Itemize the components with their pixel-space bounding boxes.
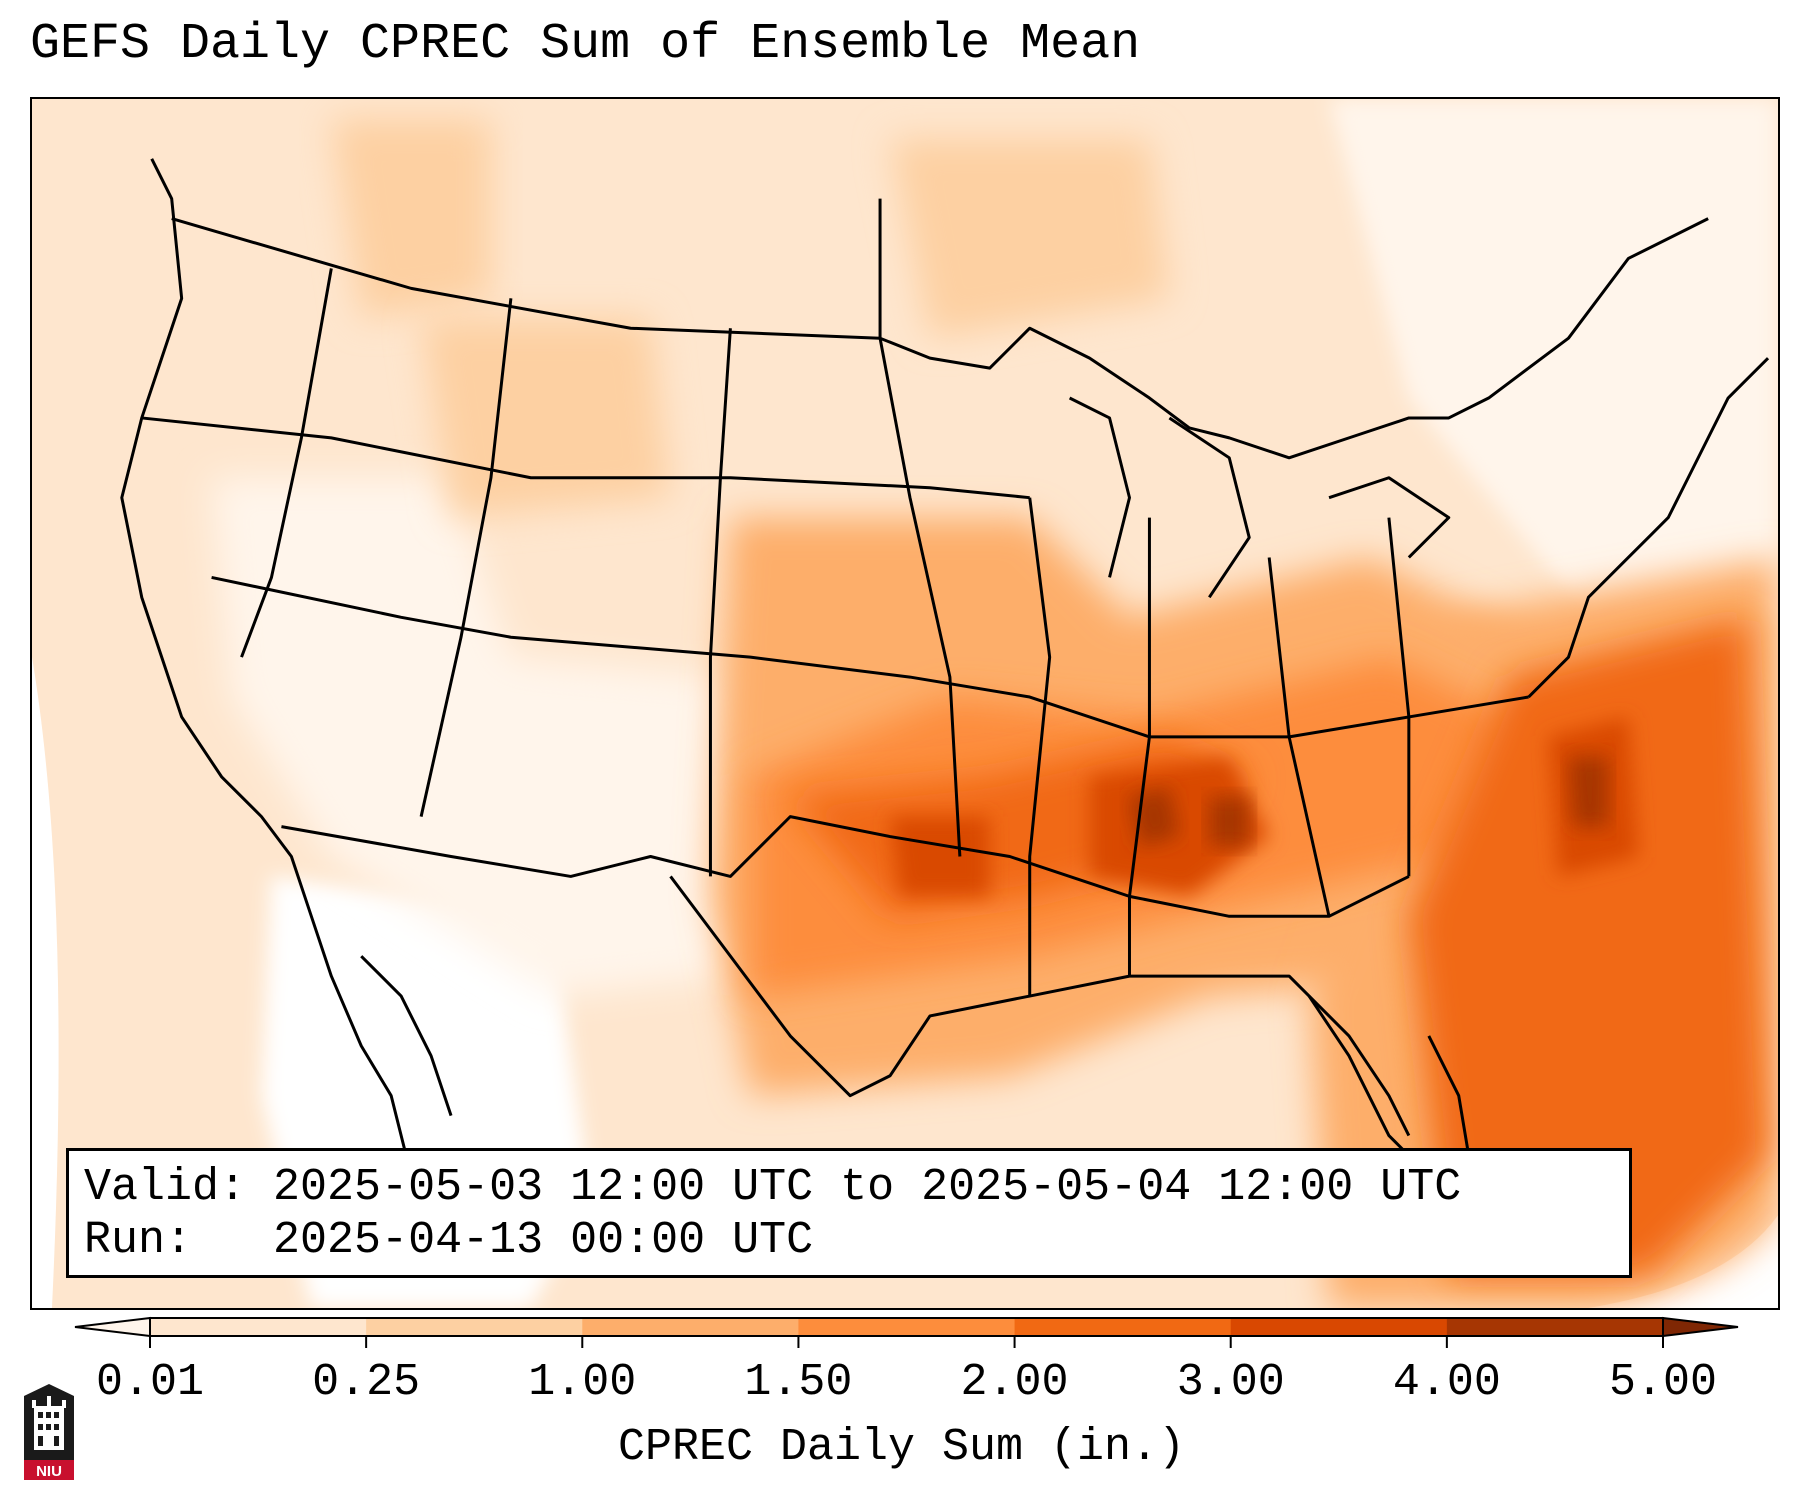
colorbar-tick-label: 0.01 <box>95 1357 205 1408</box>
atlantic-coast <box>1527 357 1770 699</box>
info-box: Valid: 2025-05-03 12:00 UTC to 2025-05-0… <box>66 1148 1632 1278</box>
colorbar-extend-low <box>74 1316 151 1338</box>
colorbar-tick-label: 4.00 <box>1392 1357 1501 1408</box>
colorbar-segment <box>798 1318 1016 1336</box>
colorbar-tick-label: 0.25 <box>312 1357 421 1408</box>
state-line-4 <box>878 337 962 857</box>
colorbar-extend-high <box>1662 1316 1739 1338</box>
colorbar-tick-label: 3.00 <box>1176 1357 1285 1408</box>
colorbar-tick-label: 2.00 <box>960 1357 1069 1408</box>
precip-field <box>32 99 1778 1308</box>
niu-logo: NIU <box>24 1384 74 1480</box>
run-value: 2025-04-13 00:00 UTC <box>273 1215 814 1266</box>
colorbar-tick-label: 5.00 <box>1608 1357 1718 1408</box>
colorbar-outline <box>149 1317 1664 1337</box>
colorbar-segment <box>582 1318 799 1336</box>
great-lakes-3 <box>1328 476 1451 559</box>
state-line-1 <box>240 268 333 658</box>
northern-tier <box>141 416 1030 500</box>
map-panel <box>30 97 1780 1310</box>
logo-text: NIU <box>36 1463 62 1480</box>
colorbar-segments <box>74 1316 1739 1338</box>
colorbar-tick-label: 1.00 <box>528 1357 637 1408</box>
state-line-6 <box>1127 517 1151 977</box>
colorbar-label: CPREC Daily Sum (in.) <box>617 1422 1186 1473</box>
run-label: Run: <box>84 1215 193 1266</box>
great-lakes-1 <box>1068 396 1131 578</box>
state-line-5 <box>1028 497 1052 997</box>
logo-windows <box>38 1412 59 1446</box>
us-canada-border-east <box>879 217 1709 460</box>
state-line-8 <box>1387 517 1411 877</box>
valid-value: 2025-05-03 12:00 UTC to 2025-05-04 12:00… <box>273 1162 1462 1213</box>
colorbar-ticks <box>149 1336 1664 1348</box>
political-boundaries <box>120 158 1770 1236</box>
state-line-7 <box>1267 557 1331 917</box>
valid-label: Valid: <box>84 1162 247 1213</box>
logo-banner <box>24 1460 74 1480</box>
colorbar-segment <box>366 1318 583 1336</box>
colorbar-segment <box>150 1318 367 1336</box>
southern-tier <box>281 815 1410 918</box>
state-line-2 <box>419 298 513 817</box>
mid-tier <box>211 575 1529 739</box>
run-time-line: Run: 2025-04-13 00:00 UTC <box>84 1218 813 1263</box>
pacific-coast <box>120 158 433 1236</box>
colorbar-segment <box>1230 1318 1448 1336</box>
great-lakes-2 <box>1168 416 1251 599</box>
state-line-3 <box>708 328 732 877</box>
colorbar-tick-label: 1.50 <box>744 1357 853 1408</box>
precipitation-map <box>32 99 1778 1308</box>
chart-title: GEFS Daily CPREC Sum of Ensemble Mean <box>30 16 1141 73</box>
colorbar-segment <box>1014 1318 1232 1336</box>
baja-1 <box>360 955 453 1117</box>
valid-time-line: Valid: 2025-05-03 12:00 UTC to 2025-05-0… <box>84 1165 1461 1210</box>
colorbar-segment <box>1446 1318 1664 1336</box>
colorbar <box>74 1316 1739 1348</box>
us-canada-border-west <box>171 198 882 340</box>
